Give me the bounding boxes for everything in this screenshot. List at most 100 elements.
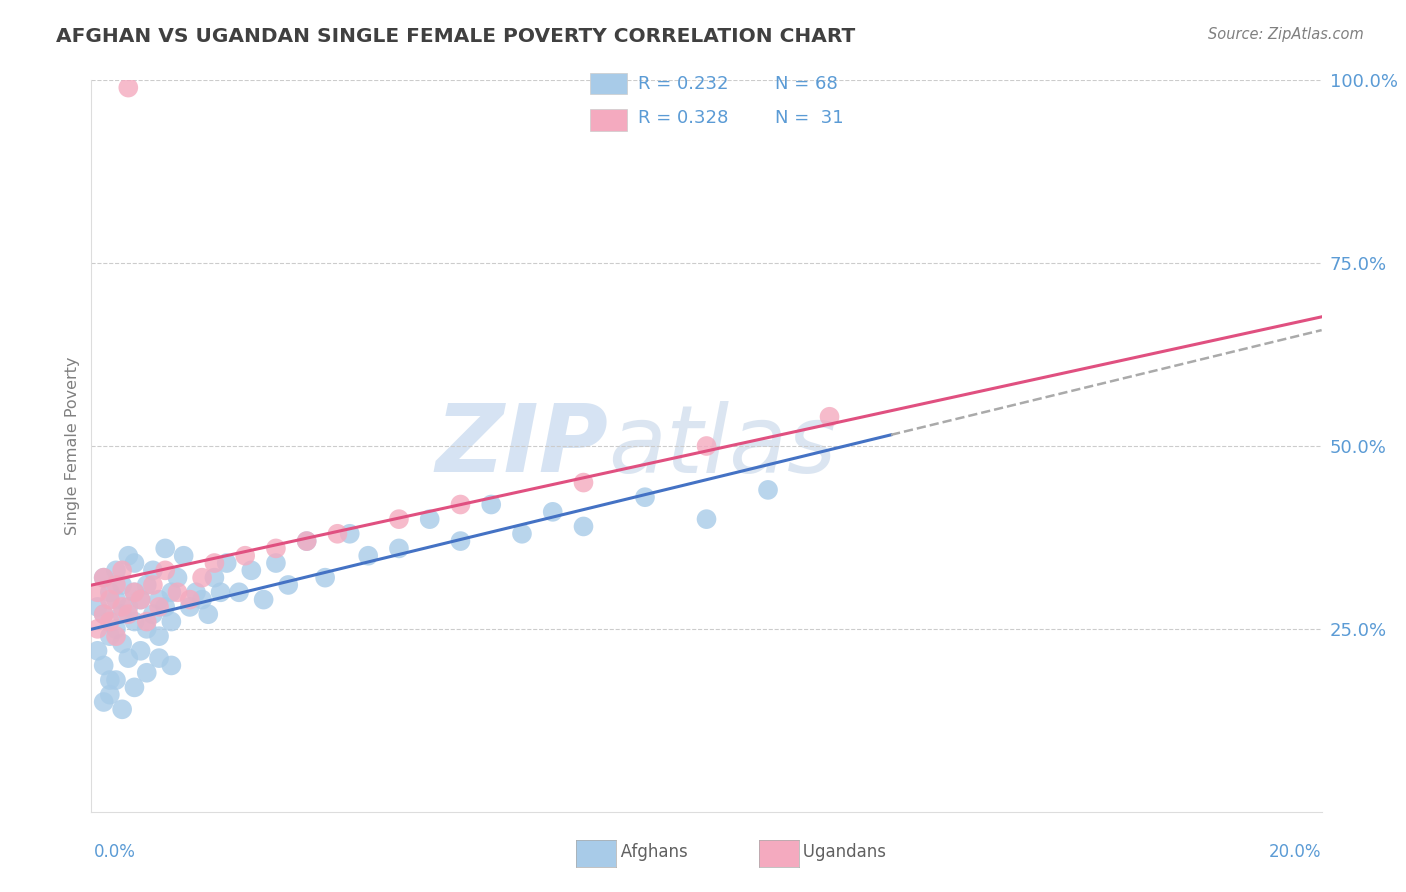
Text: R = 0.328: R = 0.328 [638,109,728,127]
Point [86,585,108,599]
Point [197,607,219,622]
Point [105,673,127,687]
Point [153,563,177,577]
FancyBboxPatch shape [589,110,627,130]
Point [111,563,134,577]
Text: AFGHAN VS UGANDAN SINGLE FEMALE POVERTY CORRELATION CHART: AFGHAN VS UGANDAN SINGLE FEMALE POVERTY … [56,27,855,45]
Point [111,578,134,592]
Point [117,651,139,665]
Point [166,571,188,585]
Point [86,622,108,636]
Point [388,512,411,526]
Point [179,592,201,607]
Point [388,541,411,556]
Point [93,695,115,709]
Point [173,549,195,563]
Point [253,592,276,607]
Text: Afghans: Afghans [605,843,688,861]
Point [277,578,299,592]
Point [209,585,232,599]
Point [202,556,225,570]
Point [148,592,170,607]
Text: Source: ZipAtlas.com: Source: ZipAtlas.com [1208,27,1364,42]
Point [295,534,318,549]
Text: 0.0%: 0.0% [94,843,136,861]
Point [124,585,146,599]
Point [696,512,718,526]
Point [98,673,121,687]
Point [634,490,657,504]
Point [191,571,214,585]
Point [160,585,183,599]
Point [93,658,115,673]
Point [105,592,127,607]
Point [339,526,361,541]
Point [111,636,134,650]
Point [93,571,115,585]
Text: 20.0%: 20.0% [1270,843,1322,861]
Point [756,483,779,497]
Point [124,556,146,570]
Point [98,688,121,702]
Point [179,599,201,614]
Point [129,592,152,607]
Point [160,615,183,629]
Point [264,556,287,570]
Point [510,526,533,541]
Point [93,571,115,585]
Point [153,599,177,614]
Point [135,622,157,636]
Point [153,541,177,556]
Point [264,541,287,556]
Point [419,512,441,526]
Point [572,519,595,533]
Point [142,563,165,577]
Point [215,556,238,570]
Point [696,439,718,453]
Point [124,585,146,599]
Point [160,658,183,673]
Point [117,599,139,614]
Point [148,651,170,665]
Point [129,592,152,607]
Text: ZIP: ZIP [436,400,607,492]
Y-axis label: Single Female Poverty: Single Female Poverty [65,357,80,535]
Point [129,644,152,658]
Point [184,585,207,599]
Point [86,599,108,614]
Point [98,615,121,629]
Point [117,607,139,622]
Point [124,615,146,629]
Text: N = 68: N = 68 [775,75,838,93]
Point [98,592,121,607]
FancyBboxPatch shape [589,73,627,95]
Point [314,571,336,585]
Point [98,629,121,643]
Text: N =  31: N = 31 [775,109,844,127]
Point [135,615,157,629]
Point [191,592,214,607]
Point [240,563,263,577]
Point [326,526,349,541]
Point [93,607,115,622]
Point [148,629,170,643]
Text: atlas: atlas [607,401,837,491]
Point [117,80,139,95]
Point [135,578,157,592]
Point [98,585,121,599]
Point [93,607,115,622]
Point [111,599,134,614]
Point [111,702,134,716]
Point [117,549,139,563]
Point [105,563,127,577]
Point [357,549,380,563]
Point [166,585,188,599]
Point [142,607,165,622]
Point [202,571,225,585]
Point [233,549,256,563]
Point [572,475,595,490]
Text: R = 0.232: R = 0.232 [638,75,728,93]
Point [449,534,471,549]
Point [124,681,146,695]
Point [105,578,127,592]
